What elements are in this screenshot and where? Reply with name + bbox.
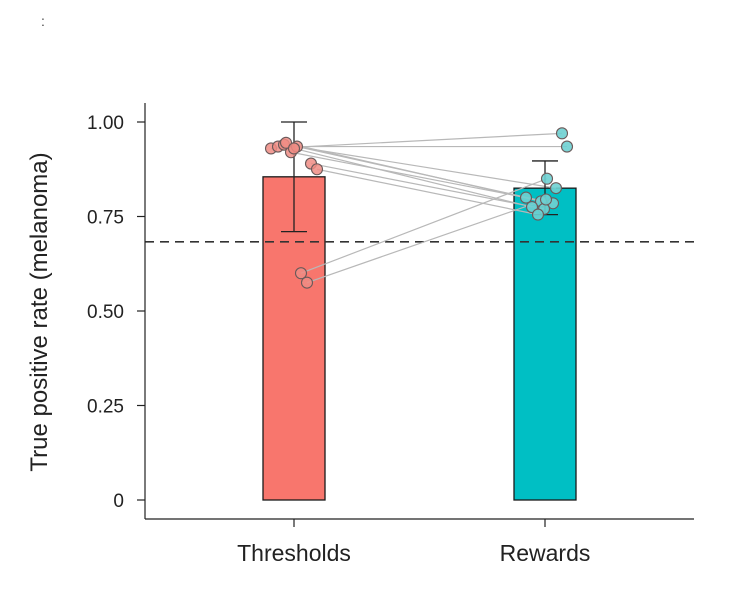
y-tick-label: 0.25 bbox=[87, 397, 124, 418]
y-tick-label: 1.00 bbox=[87, 113, 124, 134]
corner-mark: : bbox=[41, 13, 45, 29]
point-rewards bbox=[549, 182, 563, 195]
y-tick-label: 0.50 bbox=[87, 302, 124, 323]
x-tick-label-rewards: Rewards bbox=[500, 540, 591, 566]
point-rewards bbox=[539, 193, 553, 206]
point-rewards bbox=[540, 172, 554, 185]
point-thresholds bbox=[294, 267, 308, 280]
x-ticks: Thresholds Rewards bbox=[237, 519, 590, 566]
pair-line bbox=[300, 178, 548, 274]
point-rewards bbox=[519, 191, 533, 204]
bars-layer bbox=[262, 176, 577, 501]
y-tick-label: 0 bbox=[113, 491, 124, 512]
pair-line bbox=[270, 132, 563, 150]
pair-line bbox=[306, 198, 547, 284]
point-thresholds bbox=[287, 142, 301, 155]
pair-line bbox=[296, 145, 554, 204]
points-layer bbox=[264, 127, 574, 289]
pair-line bbox=[283, 144, 557, 189]
pair-line bbox=[293, 147, 533, 208]
pair-line bbox=[310, 162, 545, 210]
point-thresholds bbox=[300, 276, 314, 289]
x-tick-label-thresholds: Thresholds bbox=[237, 540, 351, 566]
y-tick-label: 0.75 bbox=[87, 208, 124, 229]
point-rewards bbox=[560, 140, 574, 153]
pair-line bbox=[290, 151, 527, 199]
y-ticks: 0 0.25 0.50 0.75 1.00 bbox=[87, 113, 145, 512]
paired-lines-layer bbox=[270, 132, 567, 284]
point-thresholds bbox=[310, 163, 324, 176]
bar-rewards bbox=[513, 187, 577, 501]
point-rewards bbox=[555, 127, 569, 140]
pair-line bbox=[316, 168, 539, 216]
y-axis-label: True positive rate (melanoma) bbox=[26, 152, 53, 471]
point-rewards bbox=[531, 208, 545, 221]
